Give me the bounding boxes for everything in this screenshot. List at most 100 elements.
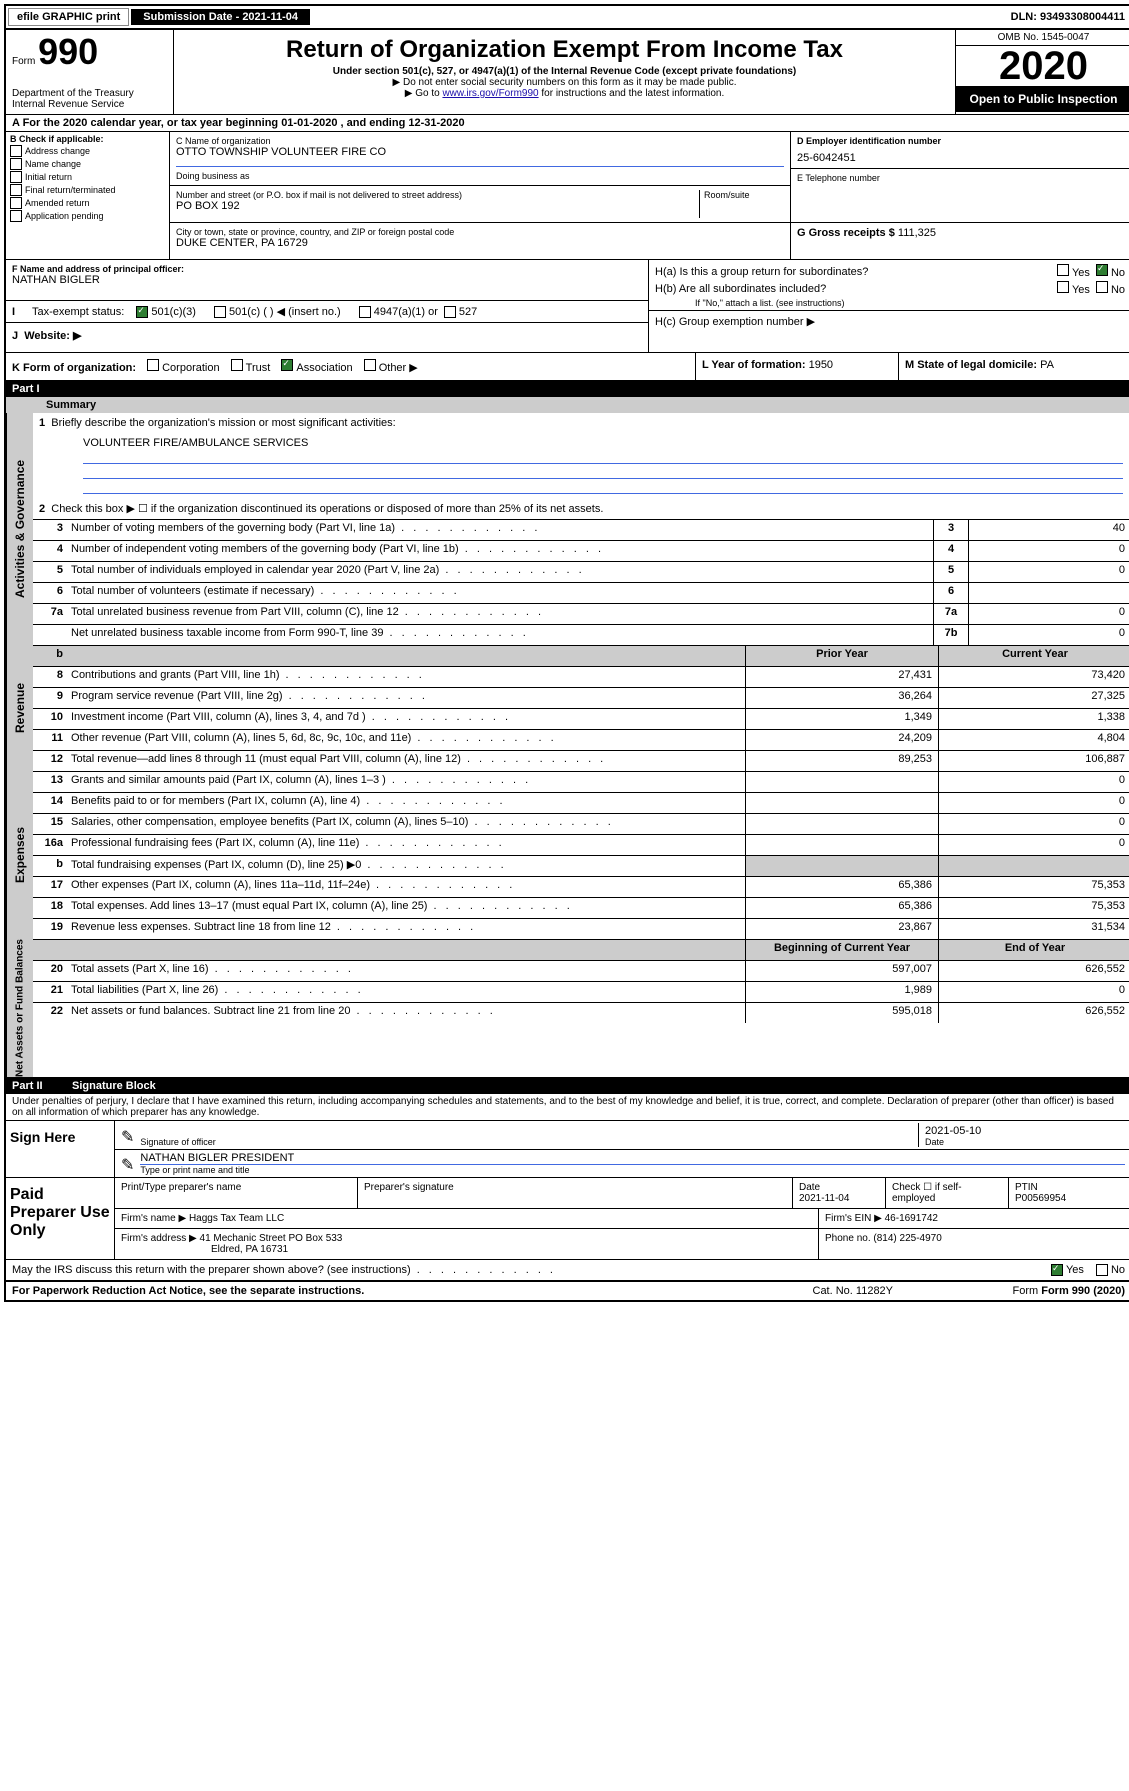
- instructions-link[interactable]: www.irs.gov/Form990: [442, 88, 538, 99]
- vtab-activities: Activities & Governance: [6, 413, 33, 645]
- table-row: 14Benefits paid to or for members (Part …: [33, 792, 1129, 813]
- firm-ein: 46-1691742: [885, 1213, 938, 1224]
- cb-hb-yes[interactable]: [1057, 281, 1069, 293]
- cb-initial-return[interactable]: Initial return: [10, 171, 165, 183]
- discuss-row: May the IRS discuss this return with the…: [6, 1259, 1129, 1280]
- org-name-label: C Name of organization: [176, 136, 784, 146]
- cb-trust[interactable]: [231, 359, 243, 371]
- dln-label: DLN: 93493308004411: [1011, 11, 1129, 23]
- row-label: Total unrelated business revenue from Pa…: [67, 604, 933, 624]
- subtitle-3: ▶ Go to www.irs.gov/Form990 for instruct…: [178, 88, 951, 99]
- curr-val: 106,887: [938, 751, 1129, 771]
- prior-year-header: Prior Year: [745, 646, 938, 666]
- col-d-to-g: D Employer identification number 25-6042…: [790, 132, 1129, 259]
- cb-label: Application pending: [25, 211, 104, 221]
- prior-val: [745, 856, 938, 876]
- sign-here-block: Sign Here ✎ Signature of officer 2021-05…: [6, 1120, 1129, 1177]
- cb-corp[interactable]: [147, 359, 159, 371]
- cb-other[interactable]: [364, 359, 376, 371]
- row-box: 7b: [933, 625, 968, 645]
- form-label: Form: [12, 56, 35, 67]
- cb-501c[interactable]: [214, 306, 226, 318]
- officer-name: NATHAN BIGLER: [12, 274, 642, 286]
- cb-501c3[interactable]: [136, 306, 148, 318]
- row-value: 40: [968, 520, 1129, 540]
- website-label: Website: ▶: [24, 330, 81, 342]
- row-label: Total number of individuals employed in …: [67, 562, 933, 582]
- prior-val: 36,264: [745, 688, 938, 708]
- prep-selfemp: Check ☐ if self-employed: [886, 1178, 1009, 1208]
- row-box: 5: [933, 562, 968, 582]
- row-num: 3: [33, 520, 67, 540]
- row-box: 7a: [933, 604, 968, 624]
- opt-527: 527: [459, 306, 477, 318]
- row-num: 18: [33, 898, 67, 918]
- cb-4947[interactable]: [359, 306, 371, 318]
- section-f-h: F Name and address of principal officer:…: [6, 259, 1129, 352]
- prior-val: [745, 793, 938, 813]
- cb-label: Name change: [25, 159, 81, 169]
- row-num: 19: [33, 919, 67, 939]
- row-value: [968, 583, 1129, 603]
- expenses-block: Expenses 13Grants and similar amounts pa…: [6, 771, 1129, 939]
- row-box: 3: [933, 520, 968, 540]
- cb-hb-no[interactable]: [1096, 281, 1108, 293]
- opt-trust: Trust: [246, 362, 271, 374]
- col-b-checkboxes: B Check if applicable: Address change Na…: [6, 132, 170, 259]
- sub3-post: for instructions and the latest informat…: [541, 88, 724, 99]
- officer-signed-name: NATHAN BIGLER PRESIDENT: [140, 1152, 1125, 1165]
- prior-val: 24,209: [745, 730, 938, 750]
- ein-label: D Employer identification number: [797, 136, 1125, 146]
- row-num: 9: [33, 688, 67, 708]
- table-row: 22Net assets or fund balances. Subtract …: [33, 1002, 1129, 1023]
- table-row: 18Total expenses. Add lines 13–17 (must …: [33, 897, 1129, 918]
- cb-assoc[interactable]: [281, 359, 293, 371]
- row-label: Program service revenue (Part VIII, line…: [67, 688, 745, 708]
- cb-amended[interactable]: Amended return: [10, 197, 165, 209]
- paid-preparer-label: Paid Preparer Use Only: [6, 1178, 115, 1259]
- l-label: L Year of formation:: [702, 359, 806, 371]
- prep-name-header: Print/Type preparer's name: [115, 1178, 358, 1208]
- cb-application-pending[interactable]: Application pending: [10, 210, 165, 222]
- cb-527[interactable]: [444, 306, 456, 318]
- cb-address-change[interactable]: Address change: [10, 145, 165, 157]
- row-num: 8: [33, 667, 67, 687]
- irs-label: Internal Revenue Service: [12, 99, 167, 110]
- k-label: K Form of organization:: [12, 362, 136, 374]
- curr-val: 4,804: [938, 730, 1129, 750]
- cat-no: Cat. No. 11282Y: [813, 1285, 1013, 1297]
- m-value: PA: [1040, 359, 1054, 371]
- row-label: Total number of volunteers (estimate if …: [67, 583, 933, 603]
- form-ref: Form Form 990 (2020): [1013, 1285, 1126, 1297]
- table-row: 10Investment income (Part VIII, column (…: [33, 708, 1129, 729]
- cb-final-return[interactable]: Final return/terminated: [10, 184, 165, 196]
- firm-phone-label: Phone no.: [825, 1233, 871, 1244]
- firm-addr1: 41 Mechanic Street PO Box 533: [200, 1233, 343, 1244]
- part2-header: Part II Signature Block: [6, 1077, 1129, 1094]
- yes-label: Yes: [1072, 284, 1090, 296]
- ein-value: 25-6042451: [797, 152, 1125, 164]
- submission-date-badge: Submission Date - 2021-11-04: [131, 9, 310, 25]
- ptin-label: PTIN: [1015, 1182, 1038, 1193]
- cb-discuss-no[interactable]: [1096, 1264, 1108, 1276]
- table-row: 21Total liabilities (Part X, line 26)1,9…: [33, 981, 1129, 1002]
- cb-name-change[interactable]: Name change: [10, 158, 165, 170]
- cb-ha-yes[interactable]: [1057, 264, 1069, 276]
- prior-val: 595,018: [745, 1003, 938, 1023]
- cb-ha-no[interactable]: [1096, 264, 1108, 276]
- row-box: 6: [933, 583, 968, 603]
- curr-val: 626,552: [938, 1003, 1129, 1023]
- cb-discuss-yes[interactable]: [1051, 1264, 1063, 1276]
- city-label: City or town, state or province, country…: [176, 227, 784, 237]
- row-label: Contributions and grants (Part VIII, lin…: [67, 667, 745, 687]
- row-num: 12: [33, 751, 67, 771]
- row-label: Total revenue—add lines 8 through 11 (mu…: [67, 751, 745, 771]
- row-label: Investment income (Part VIII, column (A)…: [67, 709, 745, 729]
- revenue-block: Revenue b Prior Year Current Year 8Contr…: [6, 645, 1129, 771]
- row-value: 0: [968, 541, 1129, 561]
- prep-date-header: Date: [799, 1182, 820, 1193]
- firm-ein-label: Firm's EIN ▶: [825, 1213, 882, 1224]
- row-num: 16a: [33, 835, 67, 855]
- efile-button[interactable]: efile GRAPHIC print: [8, 8, 129, 26]
- row-label: Number of voting members of the governin…: [67, 520, 933, 540]
